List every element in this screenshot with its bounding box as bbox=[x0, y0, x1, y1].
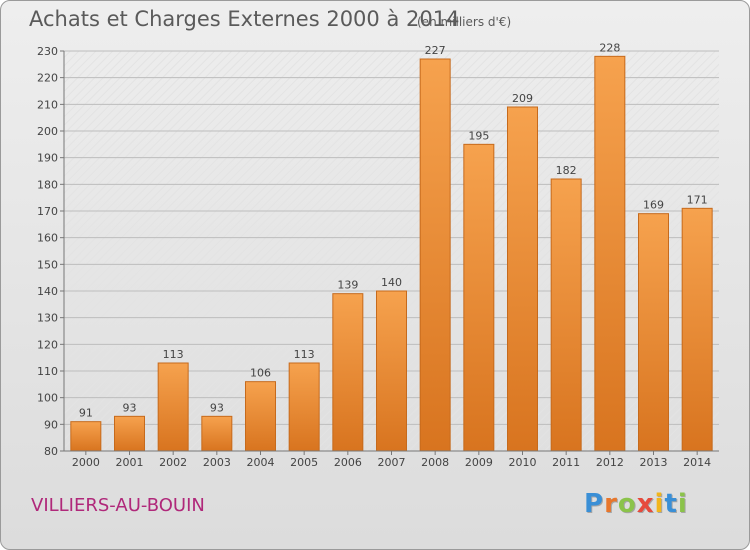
logo-letter: r bbox=[604, 489, 618, 519]
x-tick-label-2009: 2009 bbox=[465, 456, 493, 469]
x-tick-label-2008: 2008 bbox=[421, 456, 449, 469]
y-tick-label: 100 bbox=[37, 392, 58, 405]
y-tick-label: 170 bbox=[37, 205, 58, 218]
data-label-2008: 227 bbox=[425, 44, 446, 57]
data-label-2014: 171 bbox=[687, 193, 708, 206]
data-label-2005: 113 bbox=[294, 348, 315, 361]
y-tick-label: 130 bbox=[37, 312, 58, 325]
x-tick-label-2013: 2013 bbox=[640, 456, 668, 469]
data-label-2000: 91 bbox=[79, 407, 93, 420]
logo-letter: P bbox=[584, 489, 605, 519]
data-label-2012: 228 bbox=[599, 41, 620, 54]
y-tick-label: 220 bbox=[37, 72, 58, 85]
x-tick-label-2007: 2007 bbox=[378, 456, 406, 469]
chart-subtitle: (en milliers d'€) bbox=[417, 15, 512, 29]
bar-2011 bbox=[550, 178, 582, 452]
y-tick-label: 150 bbox=[37, 258, 58, 271]
chart-title: Achats et Charges Externes 2000 à 2014 bbox=[29, 7, 460, 31]
x-tick-label-2011: 2011 bbox=[552, 456, 580, 469]
y-tick-label: 140 bbox=[37, 285, 58, 298]
y-tick-label: 90 bbox=[44, 418, 58, 431]
y-tick-label: 230 bbox=[37, 45, 58, 58]
bar-2003 bbox=[201, 415, 233, 452]
data-label-2003: 93 bbox=[210, 401, 224, 414]
x-tick-label-2000: 2000 bbox=[72, 456, 100, 469]
x-tick-label-2014: 2014 bbox=[683, 456, 711, 469]
y-tick-label: 200 bbox=[37, 125, 58, 138]
bar-2010 bbox=[507, 106, 538, 452]
x-tick-label-2002: 2002 bbox=[159, 456, 187, 469]
logo-letter: i bbox=[654, 489, 665, 519]
y-tick-label: 110 bbox=[37, 365, 58, 378]
y-tick-label: 190 bbox=[37, 152, 58, 165]
data-label-2009: 195 bbox=[468, 129, 489, 142]
bar-2000 bbox=[70, 421, 102, 452]
data-label-2010: 209 bbox=[512, 92, 533, 105]
data-label-2007: 140 bbox=[381, 276, 402, 289]
x-tick-label-2003: 2003 bbox=[203, 456, 231, 469]
bar-2012 bbox=[594, 55, 626, 452]
data-label-2004: 106 bbox=[250, 367, 271, 380]
bar-2006 bbox=[332, 293, 364, 452]
proxiti-logo: Proxiti bbox=[584, 489, 688, 519]
x-tick-label-2004: 2004 bbox=[247, 456, 275, 469]
y-tick-label: 180 bbox=[37, 178, 58, 191]
bar-2001 bbox=[114, 415, 145, 452]
logo-letter: x bbox=[636, 489, 655, 519]
bar-2014 bbox=[681, 207, 713, 452]
bar-2008 bbox=[419, 58, 451, 452]
data-label-2013: 169 bbox=[643, 199, 664, 212]
data-label-2001: 93 bbox=[123, 401, 137, 414]
x-tick-label-2005: 2005 bbox=[290, 456, 318, 469]
data-label-2006: 139 bbox=[337, 279, 358, 292]
y-tick-label: 120 bbox=[37, 338, 58, 351]
bar-2007 bbox=[376, 290, 407, 452]
logo-letter: t bbox=[664, 489, 678, 519]
x-tick-label-2010: 2010 bbox=[509, 456, 537, 469]
data-label-2011: 182 bbox=[556, 164, 577, 177]
y-tick-label: 160 bbox=[37, 232, 58, 245]
logo-letter: i bbox=[677, 489, 688, 519]
x-tick-label-2006: 2006 bbox=[334, 456, 362, 469]
bar-2009 bbox=[463, 143, 495, 452]
y-tick-label: 80 bbox=[44, 445, 58, 458]
y-tick-label: 210 bbox=[37, 98, 58, 111]
bar-2004 bbox=[245, 381, 276, 452]
bar-2005 bbox=[288, 362, 320, 452]
x-tick-label-2012: 2012 bbox=[596, 456, 624, 469]
x-tick-label-2001: 2001 bbox=[116, 456, 144, 469]
bar-2013 bbox=[638, 213, 669, 452]
data-label-2002: 113 bbox=[163, 348, 184, 361]
commune-name: VILLIERS-AU-BOUIN bbox=[31, 495, 205, 516]
logo-letter: o bbox=[617, 489, 637, 519]
bar-2002 bbox=[157, 362, 189, 452]
